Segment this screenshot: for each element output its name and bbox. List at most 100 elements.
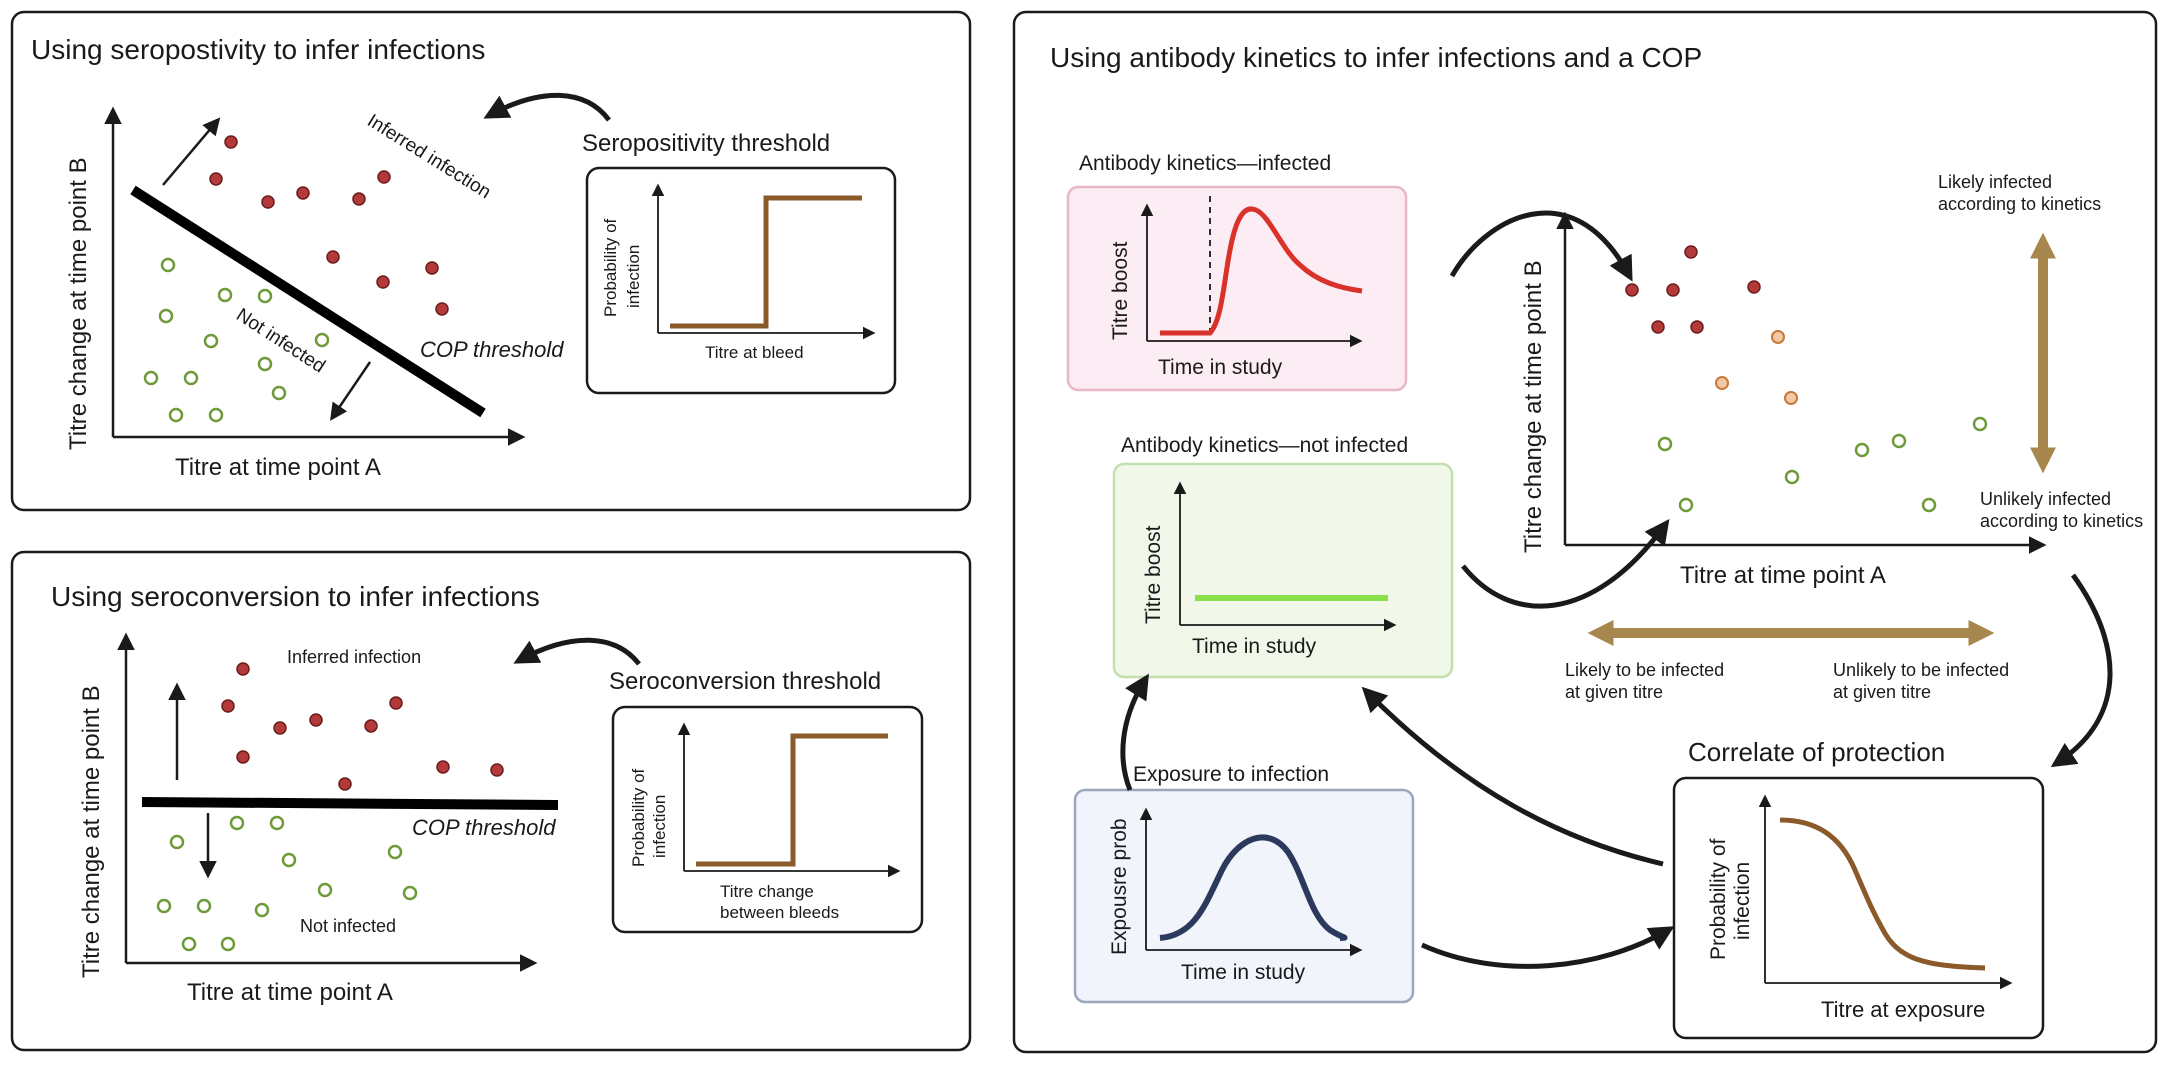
infected-x-label: Time in study [1158,356,1283,379]
infected-dot [1666,283,1680,297]
infected-dot [273,721,287,735]
likely-kinetics-label-1: Likely infected [1938,172,2052,192]
curved-arrow [483,92,611,122]
scatter-x-label: Titre at time point A [1680,562,1886,589]
threshold-x-label: Titre at bleed [705,343,804,362]
up-arrow [162,117,221,186]
not-infected-dot [1891,433,1907,449]
infected-dot [435,302,449,316]
not-infected-dot [160,257,176,273]
cop-threshold-label: COP threshold [412,815,556,840]
not-infected-dot [1784,469,1800,485]
threshold-y-label-2: infection [624,245,643,308]
not-infected-dot [1972,416,1988,432]
not-infected-dots [143,257,330,423]
cop-y-label-2: infection [1731,862,1754,940]
not-infected-dot [317,882,333,898]
infected-dots [221,662,504,791]
threshold-box [611,705,924,934]
infected-dot [209,172,223,186]
y-axis-label: Titre change at time point B [78,685,105,978]
exposure-x-label: Time in study [1181,961,1306,984]
cop-title: Correlate of protection [1688,737,1945,767]
infected-dot [309,713,323,727]
threshold-title: Seropositivity threshold [582,130,830,157]
not-infected-dot [281,852,297,868]
threshold-x-label-1: Titre change [720,882,814,901]
not-infected-dot [220,936,236,952]
not-infected-dot [229,815,245,831]
scatter-y-label: Titre change at time point B [1520,260,1547,553]
infected-box-title: Antibody kinetics—infected [1079,152,1331,175]
flow-arrow-not-infected-to-scatter [1461,518,1670,609]
panel-title: Using seropostivity to infer infections [31,34,485,65]
flow-arrow-cop-to-not-infected [1361,686,1664,867]
panel-seroconversion: Using seroconversion to infer infections… [10,550,972,1052]
not-infected-dot [168,407,184,423]
not-infected-dot [387,844,403,860]
x-axis-label: Titre at time point A [175,454,381,481]
unlikely-kinetics-label-1: Unlikely infected [1980,489,2111,509]
not-infected-dot [271,385,287,401]
threshold-box [585,166,897,395]
infected-kinetics-curve [1160,206,1363,336]
infected-dot [1690,320,1704,334]
cop-y-label-1: Probability of [1707,838,1730,960]
not-infected-dot [183,370,199,386]
likely-titre-label-1: Likely to be infected [1565,660,1724,680]
not-infected-dot [1657,436,1673,452]
not-infected-dot [257,288,273,304]
cop-threshold-label: COP threshold [420,337,564,362]
infected-dot [490,763,504,777]
cop-x-label: Titre at exposure [1821,997,1985,1022]
unlikely-kinetics-label-2: according to kinetics [1980,511,2143,531]
not-infected-dot [143,370,159,386]
infected-dot [364,719,378,733]
cop-threshold-line [141,797,559,810]
not-infected-dot [203,333,219,349]
flow-arrow-scatter-to-cop [2050,573,2113,768]
threshold-x-label-2: between bleeds [720,903,839,922]
infected-dot [389,696,403,710]
infected-kinetics-box [1066,185,1408,392]
x-axis-label: Titre at time point A [187,979,393,1006]
inferred-infection-label: Inferred infection [287,647,421,667]
not-infected-dot [158,308,174,324]
not-infected-dot [254,902,270,918]
not-infected-dot [402,885,418,901]
not-infected-dot [181,936,197,952]
infected-dots [1625,245,1761,334]
not-infected-dot [1921,497,1937,513]
infected-dot [376,275,390,289]
curved-arrow [513,637,641,666]
threshold-y-label-2: infection [650,795,669,858]
infected-dot [224,135,238,149]
cop-box [1672,776,2045,1040]
panel-kinetics: Using antibody kinetics to infer infecti… [1012,10,2158,1054]
infected-dot [1747,280,1761,294]
infected-y-label: Titre boost [1109,241,1132,340]
y-axis-label: Titre change at time point B [65,157,92,450]
not-infected-dot [1678,497,1694,513]
not-infected-dot [217,287,233,303]
not-infected-y-label: Titre boost [1142,525,1165,624]
exposure-box-title: Exposure to infection [1133,763,1329,786]
not-infected-dot [1854,442,1870,458]
intermediate-dot [1715,376,1729,390]
intermediate-dots [1715,330,1798,405]
not-infected-box-title: Antibody kinetics—not infected [1121,434,1408,457]
infected-dots [209,135,449,316]
intermediate-dot [1771,330,1785,344]
not-infected-kinetics-box [1112,462,1454,679]
not-infected-dot [257,356,273,372]
not-infected-label: Not infected [300,916,396,936]
panel-title: Using seroconversion to infer infections [51,581,540,612]
not-infected-dot [156,898,172,914]
panel-seropositivity: Using seropostivity to infer infections … [10,10,972,512]
not-infected-dots [1657,416,1988,513]
likely-titre-label-2: at given titre [1565,682,1663,702]
not-infected-dot [314,332,330,348]
exposure-y-label: Expousre prob [1108,818,1131,955]
intermediate-dot [1784,391,1798,405]
infected-dot [261,195,275,209]
